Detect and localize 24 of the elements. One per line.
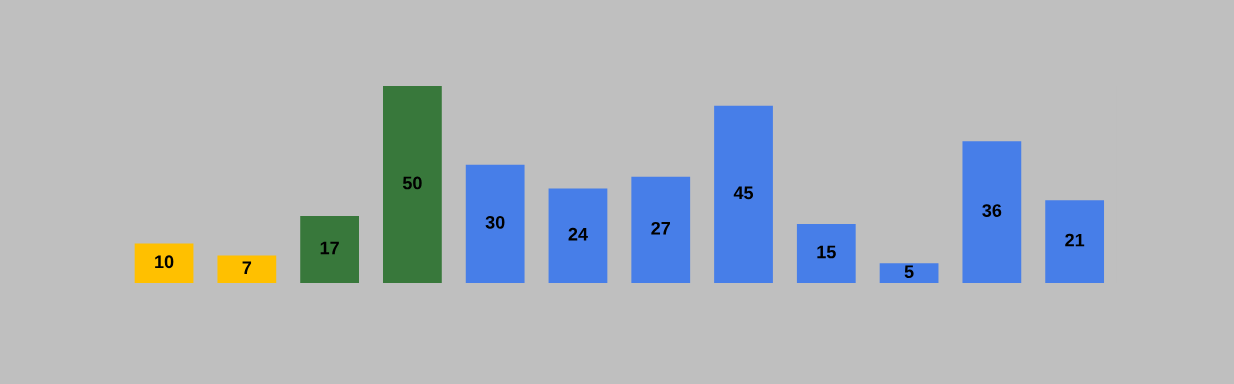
bar <box>796 223 856 284</box>
bar <box>134 243 194 284</box>
data-label: 27 <box>651 221 670 235</box>
data-label: 17 <box>320 241 339 255</box>
data-label: 24 <box>568 227 588 241</box>
data-label: 5 <box>904 265 914 279</box>
data-label: 15 <box>817 245 836 259</box>
bar <box>879 263 939 284</box>
data-label: 30 <box>485 215 505 229</box>
bar <box>962 141 1022 284</box>
bar <box>465 164 525 284</box>
bar <box>217 255 277 284</box>
bar <box>631 176 691 284</box>
data-label: 50 <box>402 176 422 190</box>
bar <box>1045 200 1105 284</box>
bar <box>548 188 608 284</box>
bar <box>714 105 773 284</box>
data-label: 21 <box>1065 233 1085 247</box>
data-label: 7 <box>242 261 252 274</box>
bar <box>300 216 359 284</box>
bar <box>383 86 442 284</box>
data-label: 10 <box>155 255 174 269</box>
data-label: 45 <box>733 186 754 200</box>
data-label: 36 <box>982 204 1002 217</box>
